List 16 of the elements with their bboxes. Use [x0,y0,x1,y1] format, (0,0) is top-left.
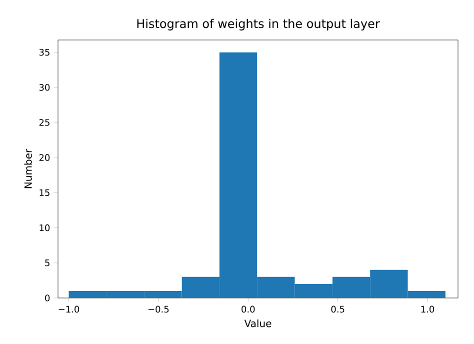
x-tick-label: 0.5 [331,306,344,313]
y-tick-label: 35 [39,48,50,56]
x-tick-label: 1.0 [421,306,434,313]
chart-title: Histogram of weights in the output layer [137,18,380,30]
y-tick-label: 30 [39,84,50,91]
y-tick-label: 20 [39,154,50,161]
y-tick-label: 15 [40,189,50,196]
y-tick-label: 10 [40,224,50,232]
x-tick-label: −1.0 [58,306,80,313]
y-tick-label: 0 [45,294,50,302]
x-tick-label: 0.0 [242,306,255,313]
y-tick-label: 5 [45,260,50,266]
y-tick-label: 25 [39,119,50,126]
x-tick-label: −0.5 [148,306,169,313]
x-axis-title: Value [244,319,272,328]
y-axis-title: Number [24,148,32,188]
